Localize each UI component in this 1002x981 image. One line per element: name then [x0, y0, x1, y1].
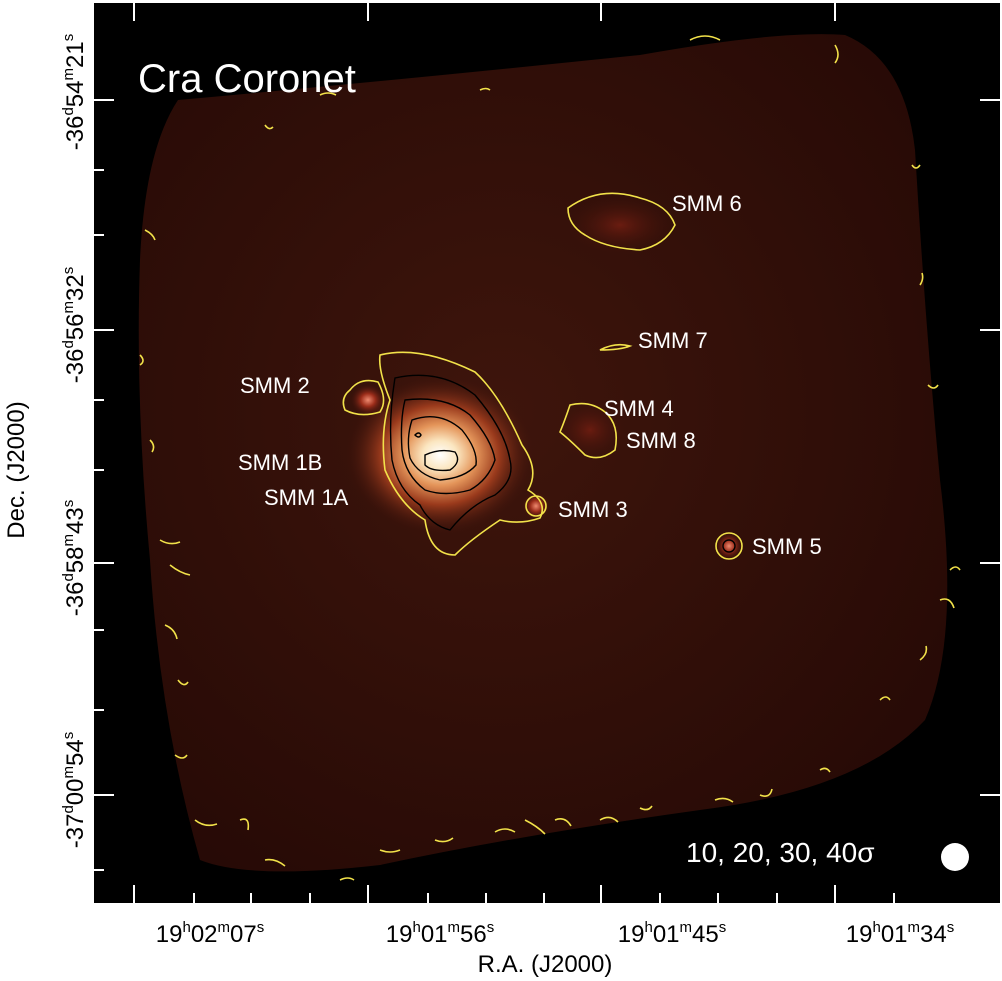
- x-tick-label: 19h01m56s: [386, 919, 494, 948]
- source-label: SMM 1B: [238, 450, 322, 475]
- source-label: SMM 6: [672, 191, 742, 216]
- axis-ticks: [94, 3, 1000, 903]
- source-label: SMM 1A: [264, 485, 349, 510]
- smm1-emission: [345, 375, 535, 535]
- smm2-emission: [350, 384, 386, 416]
- smm6-emission: [565, 195, 675, 255]
- y-tick-label: -37d00m54s: [60, 732, 89, 848]
- y-tick-label: -36d58m43s: [60, 500, 89, 616]
- emission-map: [138, 34, 948, 872]
- x-tick-label: 19h01m34s: [846, 919, 954, 948]
- y-tick-labels: -36d54m21s -36d56m32s -36d58m43s -37d00m…: [60, 34, 89, 848]
- x-axis-label: R.A. (J2000): [478, 951, 613, 978]
- contours-outer: [139, 35, 961, 881]
- source-label: SMM 2: [240, 373, 310, 398]
- figure-title: Cra Coronet: [138, 57, 356, 101]
- x-tick-labels: 19h02m07s 19h01m56s 19h01m45s 19h01m34s: [156, 919, 954, 948]
- beam-marker-icon: [941, 843, 969, 871]
- contours-inner: [389, 374, 736, 553]
- source-labels: SMM 6 SMM 7 SMM 2 SMM 4 SMM 8 SMM 1B SMM…: [238, 191, 822, 559]
- source-label: SMM 5: [752, 534, 822, 559]
- source-label: SMM 3: [558, 497, 628, 522]
- contour-levels-label: 10, 20, 30, 40σ: [686, 837, 875, 868]
- x-tick-label: 19h02m07s: [156, 919, 264, 948]
- source-label: SMM 4: [604, 396, 674, 421]
- y-tick-label: -36d56m32s: [60, 267, 89, 383]
- source-label: SMM 8: [626, 428, 696, 453]
- x-tick-label: 19h01m45s: [618, 919, 726, 948]
- smm5-emission: [715, 532, 743, 560]
- source-label: SMM 7: [638, 328, 708, 353]
- y-tick-label: -36d54m21s: [60, 34, 89, 150]
- y-axis-label: Dec. (J2000): [3, 401, 30, 538]
